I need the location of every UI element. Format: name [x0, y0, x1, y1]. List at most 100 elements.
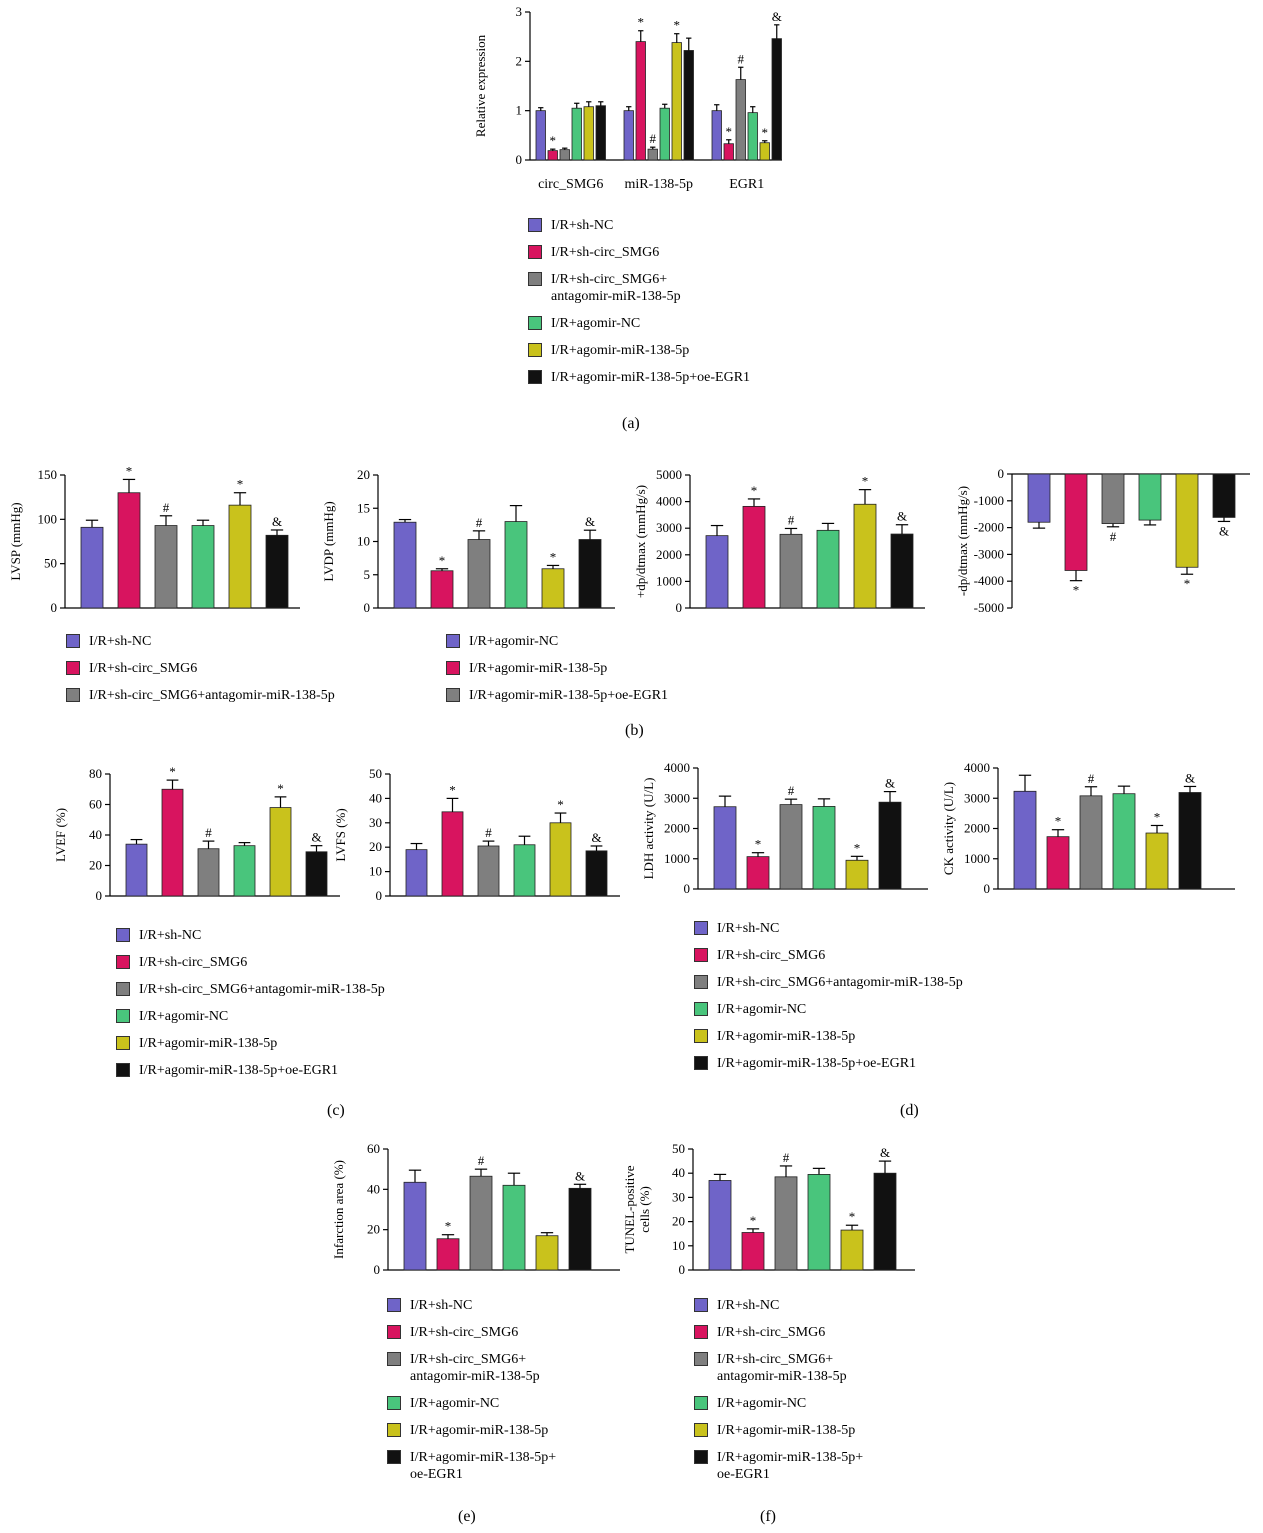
significance-mark: &: [1185, 770, 1195, 785]
y-tick-label: 1: [516, 103, 523, 118]
bar: [853, 503, 877, 609]
bar: [873, 1172, 897, 1271]
bar: [708, 1180, 732, 1271]
legend-swatch: [694, 1029, 708, 1043]
bar: [1101, 473, 1125, 524]
legend-label: I/R+sh-NC: [551, 218, 614, 233]
legend-e: I/R+sh-NC I/R+sh-circ_SMG6 I/R+sh-circ_SMG…: [387, 1297, 556, 1493]
significance-mark: *: [726, 124, 733, 139]
legend-label: I/R+sh-NC: [89, 634, 152, 649]
legend-swatch: [387, 1450, 401, 1464]
significance-mark: &: [585, 514, 595, 529]
significance-mark: &: [272, 514, 282, 529]
legend-label: I/R+agomir-miR-138-5p: [139, 1036, 278, 1051]
y-axis-label: LVFS (%): [335, 808, 348, 861]
y-tick-label: 10: [672, 1238, 685, 1253]
legend-label: I/R+sh-circ_SMG6+antagomir-miR-138-5p: [139, 982, 385, 997]
y-tick-label: 40: [367, 1181, 380, 1196]
legend-item: I/R+sh-circ_SMG6: [528, 244, 750, 261]
legend-label: I/R+agomir-miR-138-5p: [717, 1029, 856, 1044]
legend-swatch: [116, 1036, 130, 1050]
y-tick-label: 5: [364, 567, 371, 582]
legend-swatch: [387, 1396, 401, 1410]
legend-label: I/R+sh-NC: [410, 1298, 473, 1313]
bar: [559, 149, 570, 161]
panel-label-d: (d): [900, 1102, 919, 1119]
y-tick-label: 2000: [656, 547, 682, 562]
y-tick-label: 50: [44, 556, 57, 571]
legend-label: I/R+agomir-NC: [551, 316, 641, 331]
legend-item: I/R+sh-circ_SMG6+ antagomir-miR-138-5p: [694, 1351, 863, 1385]
legend-item: I/R+sh-NC: [66, 633, 335, 650]
legend-item: I/R+sh-NC: [694, 1297, 863, 1314]
y-tick-label: 0: [376, 888, 383, 903]
significance-mark: *: [1184, 576, 1191, 591]
panel-label-c: (c): [327, 1102, 345, 1119]
legend-b-right: I/R+agomir-NC I/R+agomir-miR-138-5p I/R+ag…: [446, 633, 668, 714]
bar: [547, 150, 558, 161]
y-tick-label: 15: [357, 500, 370, 515]
y-axis-label: LVDP (mmHg): [321, 501, 336, 581]
significance-mark: *: [849, 1209, 856, 1224]
legend-swatch: [66, 634, 80, 648]
bar: [228, 504, 252, 609]
bar: [779, 533, 803, 609]
y-tick-label: 0: [984, 881, 991, 896]
bar: [197, 848, 220, 897]
significance-mark: *: [445, 1219, 452, 1234]
bar: [723, 143, 734, 161]
chart-lvsp: 0 50 100 150 LVSP (mmHg) * # * &: [8, 463, 300, 615]
y-tick-label: 2000: [964, 821, 990, 836]
significance-mark: *: [762, 125, 769, 140]
chart-plus-dpdt: 0 1000 2000 3000 4000 5000 +dp/dtmax (mmHg/s) *…: [633, 467, 925, 615]
significance-mark: *: [1073, 583, 1080, 598]
bar: [154, 525, 178, 609]
legend-item: I/R+agomir-miR-138-5p: [387, 1422, 556, 1439]
y-tick-label: 0: [516, 152, 523, 167]
significance-mark: #: [738, 51, 745, 66]
bar: [541, 568, 565, 609]
legend-label: I/R+agomir-miR-138-5p+oe-EGR1: [469, 688, 669, 703]
chart-lvfs: 0 10 20 30 40 50 LVFS (%) * # * &: [335, 766, 620, 903]
legend-label: I/R+agomir-miR-138-5p+oe-EGR1: [551, 370, 751, 385]
significance-mark: #: [205, 825, 212, 840]
legend-label: I/R+agomir-miR-138-5p: [717, 1423, 856, 1438]
significance-mark: *: [237, 477, 244, 492]
bar: [774, 1176, 798, 1271]
y-tick-label: 1000: [656, 573, 682, 588]
bar: [1046, 836, 1070, 890]
legend-swatch: [528, 245, 542, 259]
y-tick-label: 4000: [656, 494, 682, 509]
bar: [571, 107, 582, 161]
significance-mark: *: [277, 781, 284, 796]
y-tick-label: 100: [38, 511, 58, 526]
y-axis-label: TUNEL-positivecells (%): [625, 1165, 652, 1253]
legend-swatch: [116, 955, 130, 969]
legend-swatch: [116, 928, 130, 942]
bar: [779, 804, 803, 890]
legend-item: I/R+sh-NC: [387, 1297, 556, 1314]
y-axis-label: LDH activity (U/L): [641, 778, 656, 880]
legend-item: I/R+agomir-miR-138-5p+oe-EGR1: [116, 1062, 385, 1079]
y-tick-label: 20: [672, 1214, 685, 1229]
bar: [1178, 792, 1202, 890]
significance-mark: &: [575, 1168, 585, 1183]
legend-swatch: [694, 1298, 708, 1312]
significance-mark: *: [674, 18, 681, 33]
y-tick-label: 0: [51, 600, 58, 615]
y-tick-label: 0: [96, 888, 103, 903]
bar: [713, 806, 737, 890]
legend-swatch: [387, 1298, 401, 1312]
legend-label: I/R+sh-circ_SMG6+antagomir-miR-138-5p: [717, 975, 963, 990]
bar: [746, 856, 770, 890]
legend-item: I/R+sh-circ_SMG6: [694, 1324, 863, 1341]
bar: [1064, 473, 1088, 571]
chart-ldh: 0 1000 2000 3000 4000 LDH activity (U/L) * # * &: [641, 760, 928, 896]
y-tick-label: 4000: [964, 760, 990, 775]
y-tick-label: 10: [369, 864, 382, 879]
bar: [161, 788, 184, 897]
legend-a: I/R+sh-NC I/R+sh-circ_SMG6 I/R+sh-circ_SMG…: [528, 217, 750, 396]
bar: [747, 112, 758, 161]
legend-item: I/R+sh-circ_SMG6: [116, 954, 385, 971]
bar: [1013, 790, 1037, 890]
